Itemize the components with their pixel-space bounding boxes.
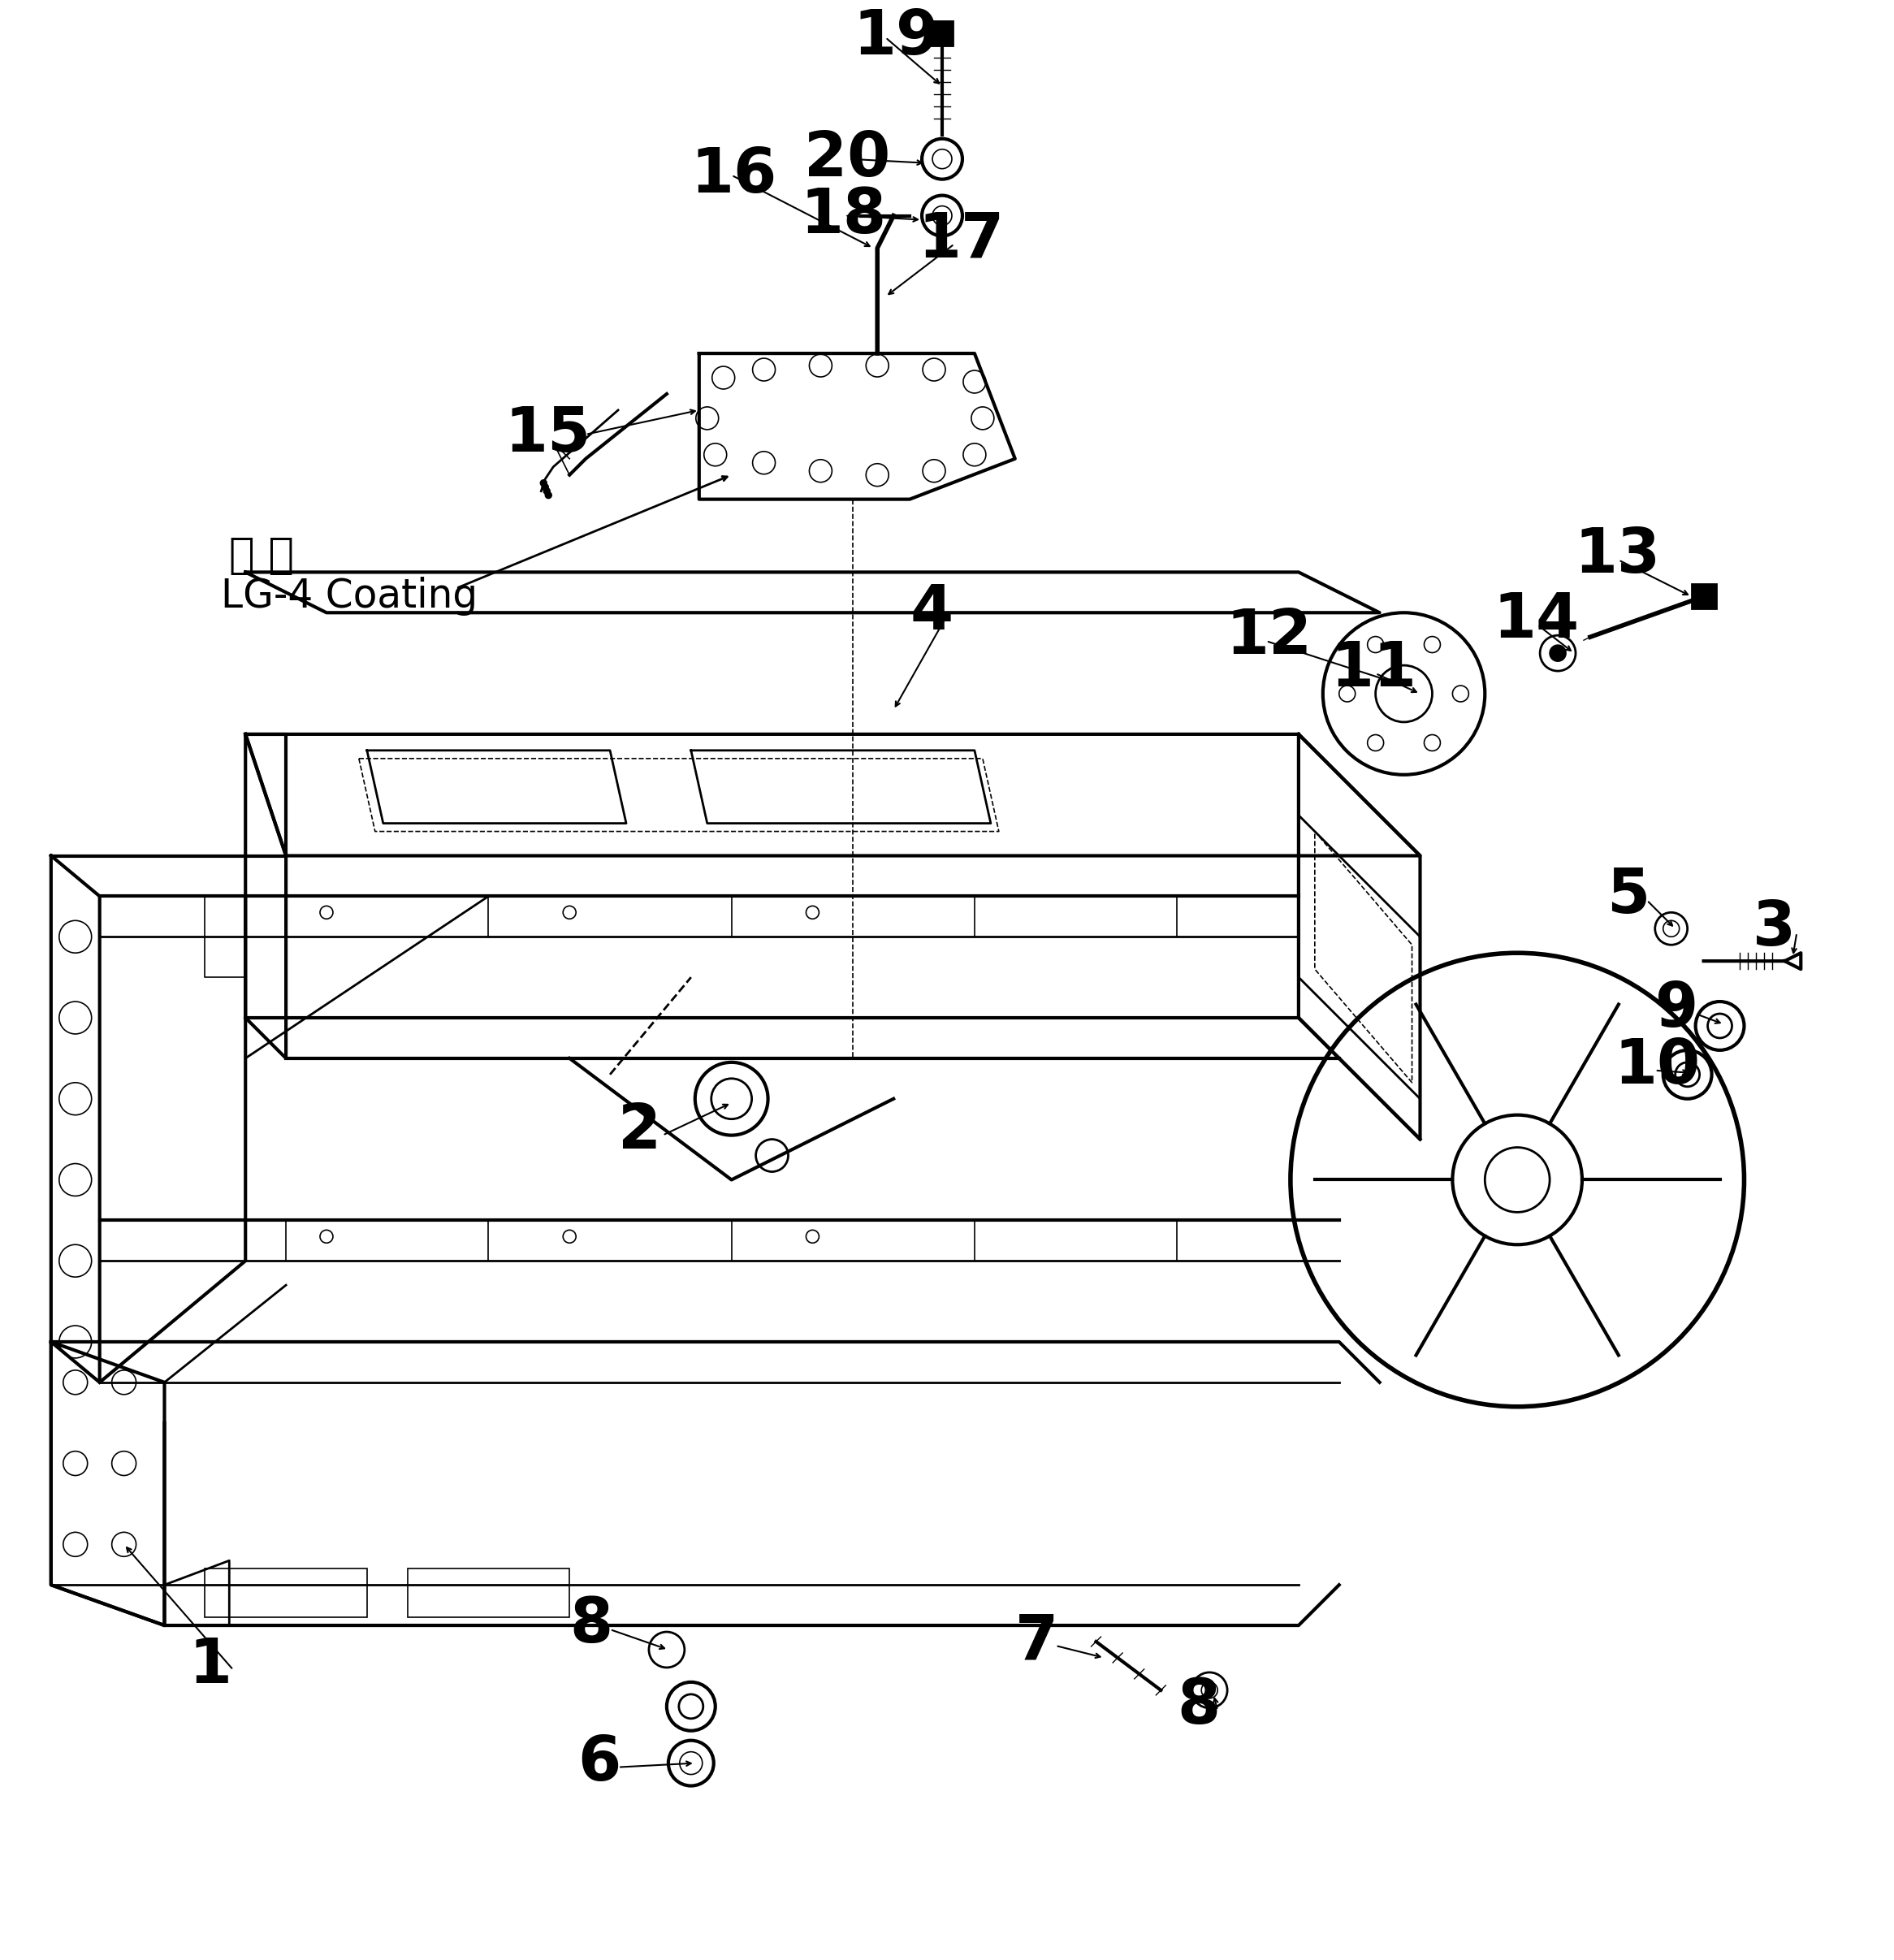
Text: 10: 10 — [1614, 1037, 1701, 1096]
Bar — [932, 22, 953, 45]
Circle shape — [540, 480, 547, 486]
Text: 19: 19 — [852, 8, 939, 67]
Text: 6: 6 — [578, 1733, 621, 1793]
Circle shape — [542, 484, 549, 490]
Text: 8: 8 — [570, 1595, 612, 1656]
Text: 20: 20 — [805, 129, 890, 188]
Text: 17: 17 — [919, 210, 1004, 270]
Text: 16: 16 — [691, 145, 777, 206]
Text: 4: 4 — [909, 582, 953, 643]
Text: 18: 18 — [801, 186, 886, 245]
Text: 2: 2 — [617, 1102, 661, 1160]
Text: 13: 13 — [1574, 525, 1661, 586]
Text: 5: 5 — [1606, 866, 1650, 927]
Text: 12: 12 — [1225, 608, 1313, 666]
Text: 3: 3 — [1752, 898, 1796, 958]
Circle shape — [545, 492, 551, 498]
Circle shape — [1549, 645, 1566, 661]
Bar — [407, 1568, 570, 1617]
Bar — [205, 1568, 367, 1617]
Text: 1: 1 — [189, 1637, 231, 1695]
Text: 9: 9 — [1655, 980, 1699, 1039]
Text: 8: 8 — [1176, 1676, 1220, 1737]
Text: LG-4 Coating: LG-4 Coating — [222, 576, 477, 615]
Text: 11: 11 — [1331, 639, 1417, 700]
Text: 15: 15 — [504, 404, 591, 465]
Text: 塗 布: 塗 布 — [229, 535, 294, 576]
Bar — [1691, 584, 1716, 610]
Circle shape — [544, 488, 549, 494]
Text: 7: 7 — [1015, 1611, 1059, 1672]
Text: 14: 14 — [1492, 590, 1580, 651]
